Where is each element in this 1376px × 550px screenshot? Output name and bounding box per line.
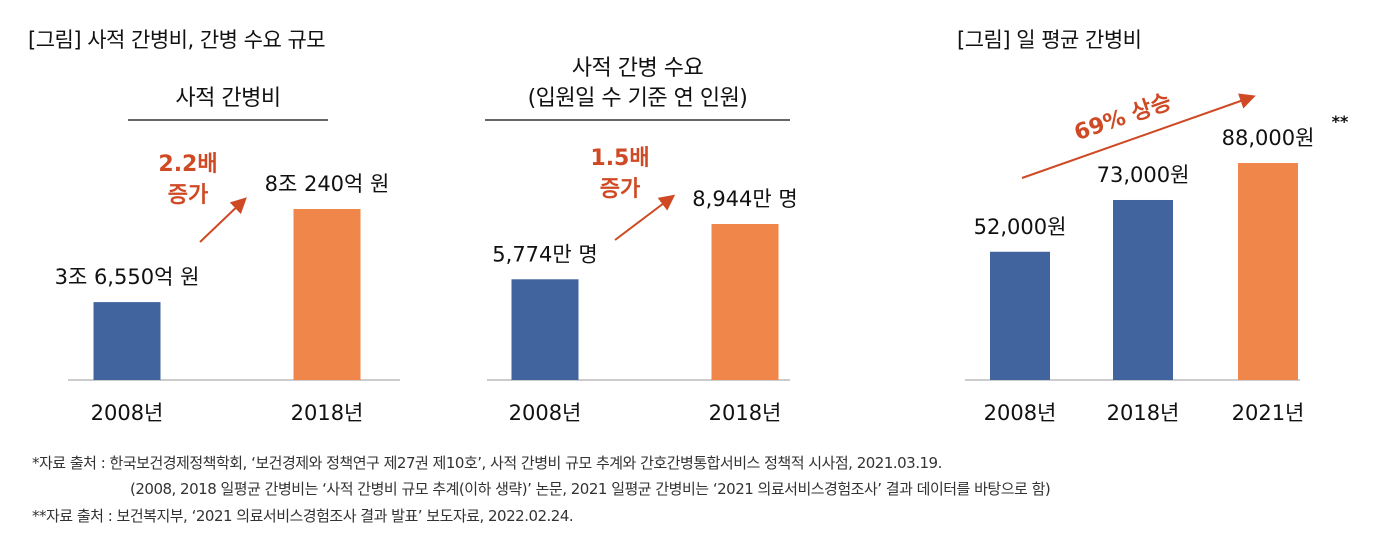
- chart1-growth-arrow: [199, 197, 247, 243]
- chart3-data-label-1: 73,000원: [1097, 163, 1190, 187]
- chart1-x-label-1: 2018년: [291, 401, 364, 425]
- left-figure-title: [그림] 사적 간병비, 간병 수요 규모: [28, 28, 326, 52]
- chart1-data-label-0: 3조 6,550억 원: [55, 265, 200, 289]
- chart3-x-label-1: 2018년: [1107, 401, 1180, 425]
- source-line-3: **자료 출처 : 보건복지부, ‘2021 의료서비스경험조사 결과 발표’ …: [32, 507, 574, 525]
- chart1-bar-0: [93, 302, 161, 380]
- source-line-2: (2008, 2018 일평균 간병비는 ‘사적 간병비 규모 추계(이하 생략…: [130, 480, 1051, 498]
- chart2-data-label-1: 8,944만 명: [692, 187, 797, 211]
- chart3-growth-arrow: [1021, 93, 1256, 179]
- chart3-x-label-2: 2021년: [1232, 401, 1305, 425]
- chart3-bar-0: [990, 251, 1050, 380]
- chart2-title-line1: 사적 간병 수요: [571, 56, 704, 81]
- chart2-data-label-0: 5,774만 명: [492, 242, 597, 266]
- chart2-bar-1: [711, 224, 779, 380]
- chart2-annotation-line2: 증가: [600, 177, 640, 202]
- right-figure-title: [그림] 일 평균 간병비: [957, 28, 1142, 52]
- chart2-annotation-line1: 1.5배: [590, 146, 649, 171]
- chart3-bar-1: [1113, 199, 1173, 380]
- chart1-annotation-line2: 증가: [168, 183, 208, 208]
- chart1-annotation-line1: 2.2배: [158, 152, 217, 177]
- chart3-footnote-mark: **: [1332, 112, 1349, 131]
- chart2-x-label-0: 2008년: [509, 401, 582, 425]
- chart1-title: 사적 간병비: [175, 86, 281, 111]
- chart3-bar-2: [1238, 163, 1298, 380]
- chart2-x-label-1: 2018년: [709, 401, 782, 425]
- chart1-x-label-0: 2008년: [91, 401, 164, 425]
- chart3-annotation: 69% 상승: [1071, 90, 1174, 146]
- source-line-1: *자료 출처 : 한국보건경제정책학회, ‘보건경제와 정책연구 제27권 제1…: [32, 454, 942, 472]
- chart1-bar-1: [293, 209, 361, 380]
- chart1-data-label-1: 8조 240억 원: [265, 172, 390, 196]
- chart2-growth-arrow: [614, 194, 676, 241]
- charts-canvas: 2.2배 증가 1.5배 증가 69% 상승 3조 6,550억 원 2008년 8…: [55, 90, 1349, 425]
- chart2-bar-0: [511, 279, 579, 380]
- chart2-title-line2: (입원일 수 기준 연 인원): [527, 86, 748, 111]
- chart3-data-label-2: 88,000원: [1222, 126, 1315, 150]
- chart3-data-label-0: 52,000원: [974, 215, 1067, 239]
- chart3-x-label-0: 2008년: [984, 401, 1057, 425]
